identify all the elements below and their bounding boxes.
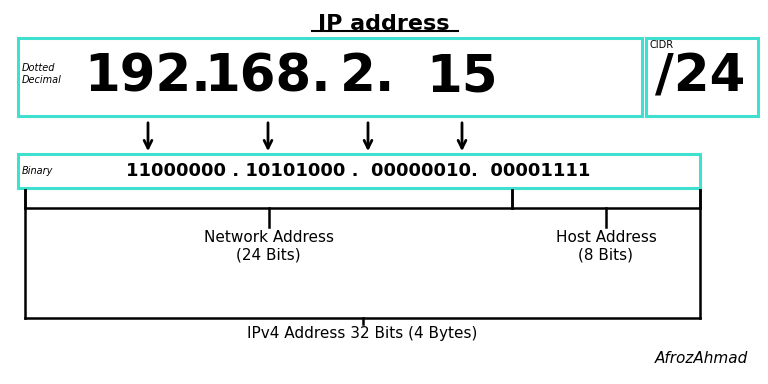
Text: Network Address
(24 Bits): Network Address (24 Bits) — [204, 230, 333, 262]
Text: AfrozAhmad: AfrozAhmad — [655, 351, 748, 366]
Text: /24: /24 — [655, 52, 745, 102]
FancyBboxPatch shape — [18, 154, 700, 188]
Text: 192.: 192. — [84, 52, 211, 102]
FancyBboxPatch shape — [18, 38, 642, 116]
Text: IPv4 Address 32 Bits (4 Bytes): IPv4 Address 32 Bits (4 Bytes) — [247, 326, 478, 341]
Text: Dotted
Decimal: Dotted Decimal — [22, 63, 62, 85]
Text: 168.: 168. — [205, 52, 331, 102]
Text: IP address: IP address — [318, 14, 450, 34]
Text: 15: 15 — [426, 52, 498, 102]
Text: CIDR: CIDR — [650, 40, 674, 50]
Text: Host Address
(8 Bits): Host Address (8 Bits) — [555, 230, 657, 262]
Text: Binary: Binary — [22, 166, 53, 176]
Text: 2.: 2. — [340, 52, 396, 102]
FancyBboxPatch shape — [646, 38, 758, 116]
Text: 11000000 . 10101000 .  00000010.  00001111: 11000000 . 10101000 . 00000010. 00001111 — [126, 162, 590, 180]
